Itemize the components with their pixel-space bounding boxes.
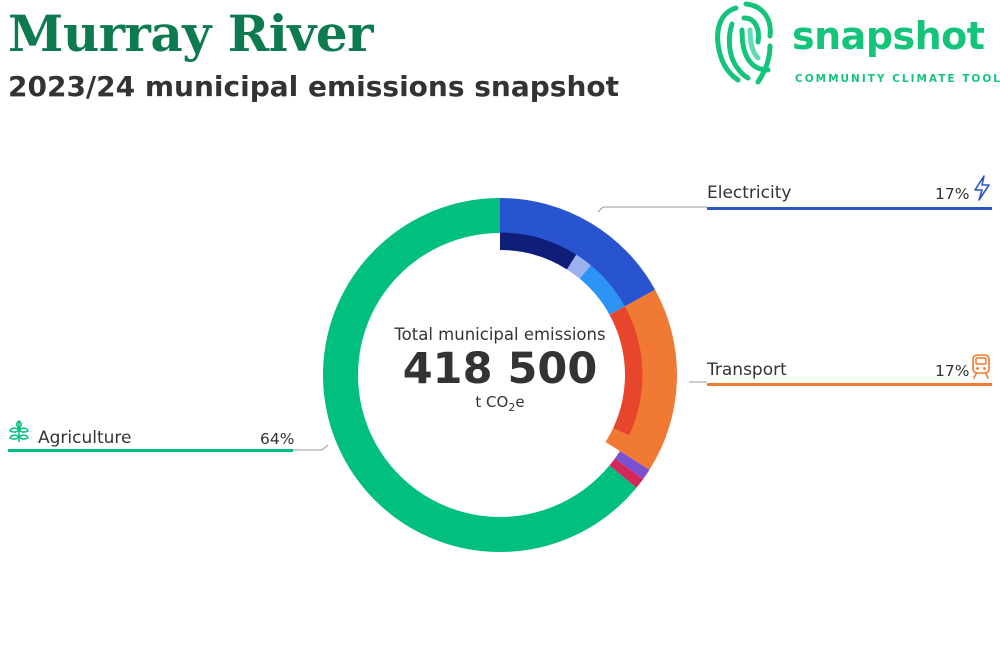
donut-subslice-electricity-0 (500, 232, 577, 270)
agriculture-underline (8, 449, 293, 452)
snapshot-logo[interactable]: snapshot COMMUNITY CLIMATE TOOL (712, 0, 1000, 92)
emissions-unit: t CO2e (475, 393, 525, 414)
electricity-percent: 17% (935, 185, 970, 203)
agriculture-leader-line (293, 444, 329, 451)
sector-electricity[interactable]: Electricity 17% (707, 175, 993, 213)
donut-subslice-transport-1 (605, 428, 629, 452)
donut-slice-transport-1[interactable] (619, 289, 677, 470)
agriculture-percent: 64% (260, 430, 295, 448)
page-title: Murray River (8, 4, 374, 63)
total-emissions-label: Total municipal emissions (394, 325, 606, 344)
electricity-label: Electricity (707, 183, 792, 203)
logo-tagline: COMMUNITY CLIMATE TOOL (795, 73, 1000, 85)
transport-percent: 17% (935, 362, 970, 380)
transport-underline (707, 383, 992, 386)
transport-label: Transport (707, 360, 787, 380)
lightning-icon (974, 175, 990, 201)
chart-center-summary: Total municipal emissions 418 500 t CO2e (380, 325, 620, 414)
train-icon (972, 354, 990, 379)
plant-icon (9, 420, 29, 442)
sector-agriculture[interactable]: Agriculture 64% (8, 420, 295, 458)
page-subtitle: 2023/24 municipal emissions snapshot (8, 70, 620, 103)
donut-subslice-electricity-1 (566, 254, 591, 279)
donut-slice-agriculture-4[interactable] (323, 198, 637, 552)
total-emissions-value: 418 500 (402, 344, 598, 394)
donut-subslice-transport-0 (609, 306, 643, 436)
donut-slice-other-2[interactable] (614, 451, 650, 480)
donut-slice-other-3[interactable] (609, 458, 644, 488)
donut-subslice-electricity-2 (579, 265, 625, 315)
electricity-underline (707, 207, 992, 210)
sector-transport[interactable]: Transport 17% (707, 354, 993, 390)
agriculture-label: Agriculture (38, 428, 132, 448)
donut-slice-electricity-0[interactable] (500, 198, 656, 307)
electricity-leader-line (597, 206, 707, 213)
logo-wordmark: snapshot (792, 14, 985, 58)
fingerprint-logo-icon (715, 1, 773, 85)
